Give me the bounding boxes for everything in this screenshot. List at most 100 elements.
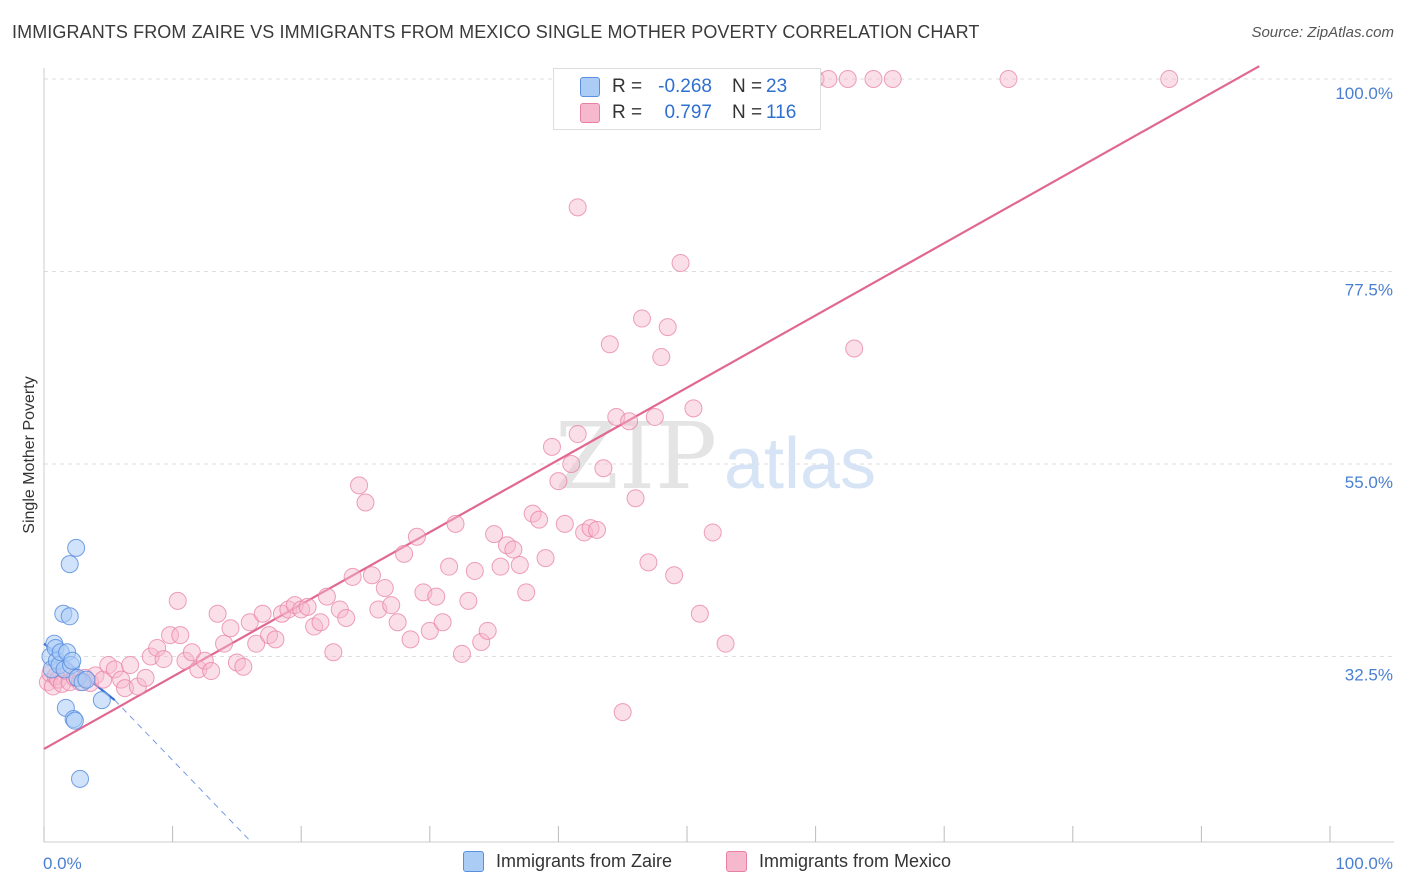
zaire-r-value: -0.268 bbox=[658, 76, 712, 97]
mexico-point bbox=[324, 643, 343, 662]
mexico-point bbox=[645, 407, 664, 426]
y-tick-label: 32.5% bbox=[1345, 666, 1393, 685]
axes bbox=[43, 68, 1394, 843]
mexico-point bbox=[247, 634, 266, 653]
chart-title: IMMIGRANTS FROM ZAIRE VS IMMIGRANTS FROM… bbox=[12, 22, 980, 42]
mexico-point bbox=[298, 597, 317, 616]
mexico-point bbox=[542, 437, 561, 456]
mexico-point bbox=[819, 70, 838, 88]
mexico-point bbox=[864, 70, 883, 88]
mexico-point bbox=[433, 613, 452, 632]
zaire-point bbox=[92, 691, 111, 710]
mexico-point bbox=[266, 630, 285, 649]
watermark: ZIP atlas bbox=[555, 403, 876, 510]
mexico-point bbox=[568, 425, 587, 444]
mexico-legend-label: Immigrants from Mexico bbox=[759, 851, 952, 871]
mexico-point bbox=[182, 643, 201, 662]
zaire-legend-label: Immigrants from Zaire bbox=[496, 851, 673, 871]
mexico-point bbox=[536, 549, 555, 568]
mexico-n-label: N = bbox=[732, 102, 763, 123]
mexico-point bbox=[171, 626, 190, 645]
mexico-point bbox=[136, 668, 155, 687]
mexico-point bbox=[350, 476, 369, 495]
y-tick-label: 77.5% bbox=[1345, 281, 1393, 300]
zaire-legend-swatch bbox=[463, 851, 484, 872]
legend-row-zaire: R = -0.268 N = 23 bbox=[580, 74, 787, 100]
stats-legend: R = -0.268 N = 23 R = 0.797 N = 116 bbox=[553, 68, 821, 130]
mexico-point bbox=[652, 348, 671, 367]
mexico-point bbox=[427, 587, 446, 606]
mexico-point bbox=[121, 656, 140, 675]
y-tick-label: 55.0% bbox=[1345, 473, 1393, 492]
mexico-point bbox=[999, 70, 1018, 88]
mexico-point bbox=[587, 520, 606, 539]
mexico-point bbox=[626, 489, 645, 508]
zaire-point bbox=[71, 769, 90, 788]
mexico-point bbox=[594, 459, 613, 478]
mexico-point bbox=[234, 657, 253, 676]
mexico-point bbox=[549, 472, 568, 491]
y-tick-label: 100.0% bbox=[1335, 84, 1393, 103]
mexico-swatch bbox=[580, 103, 600, 123]
mexico-point bbox=[485, 525, 504, 544]
mexico-point bbox=[568, 198, 587, 217]
mexico-point bbox=[343, 567, 362, 586]
mexico-point bbox=[703, 523, 722, 542]
mexico-point bbox=[382, 596, 401, 615]
mexico-point bbox=[112, 670, 131, 689]
mexico-point bbox=[375, 579, 394, 598]
mexico-point bbox=[195, 651, 214, 670]
mexico-point bbox=[883, 70, 902, 88]
mexico-point bbox=[684, 399, 703, 418]
mexico-point bbox=[407, 527, 426, 546]
mexico-point bbox=[401, 630, 420, 649]
zaire-point bbox=[67, 538, 86, 557]
mexico-point bbox=[395, 544, 414, 563]
mexico-point bbox=[845, 339, 864, 358]
gridlines bbox=[44, 78, 1394, 657]
watermark-atlas: atlas bbox=[724, 424, 876, 504]
zaire-r-label: R = bbox=[612, 76, 643, 97]
legend-item-zaire: Immigrants from Zaire bbox=[463, 851, 672, 872]
mexico-point bbox=[510, 555, 529, 574]
mexico-point bbox=[613, 703, 632, 722]
mexico-r-label: R = bbox=[612, 102, 643, 123]
mexico-point bbox=[311, 613, 330, 632]
mexico-point bbox=[202, 662, 221, 681]
mexico-point bbox=[658, 318, 677, 337]
mexico-point bbox=[478, 621, 497, 640]
mexico-point bbox=[208, 604, 227, 623]
mexico-point bbox=[240, 613, 259, 632]
mexico-point bbox=[517, 583, 536, 602]
mexico-point bbox=[440, 557, 459, 576]
mexico-point bbox=[1160, 70, 1179, 88]
mexico-point bbox=[215, 634, 234, 653]
mexico-point bbox=[148, 638, 167, 657]
y-axis-title: Single Mother Poverty bbox=[21, 376, 38, 533]
mexico-point bbox=[356, 493, 375, 512]
mexico-point bbox=[600, 335, 619, 354]
mexico-point bbox=[620, 412, 639, 431]
mexico-point bbox=[154, 650, 173, 669]
mexico-point bbox=[221, 619, 240, 638]
mexico-point bbox=[690, 604, 709, 623]
mexico-point bbox=[465, 561, 484, 580]
zaire-point bbox=[65, 711, 84, 730]
source-label: Source: ZipAtlas.com bbox=[1251, 24, 1394, 41]
mexico-point bbox=[639, 553, 658, 572]
mexico-point bbox=[716, 634, 735, 653]
mexico-point bbox=[504, 540, 523, 559]
legend-item-mexico: Immigrants from Mexico bbox=[726, 851, 951, 872]
zaire-swatch bbox=[580, 77, 600, 97]
zaire-point bbox=[60, 555, 79, 574]
mexico-point bbox=[317, 587, 336, 606]
mexico-point bbox=[530, 510, 549, 529]
mexico-point bbox=[581, 519, 600, 538]
mexico-point bbox=[671, 253, 690, 272]
x-tick-label-max: 100.0% bbox=[1335, 854, 1393, 873]
mexico-point bbox=[562, 455, 581, 473]
mexico-point bbox=[337, 609, 356, 627]
mexico-r-value: 0.797 bbox=[664, 102, 712, 123]
mexico-point bbox=[168, 591, 187, 610]
mexico-point bbox=[253, 604, 272, 623]
